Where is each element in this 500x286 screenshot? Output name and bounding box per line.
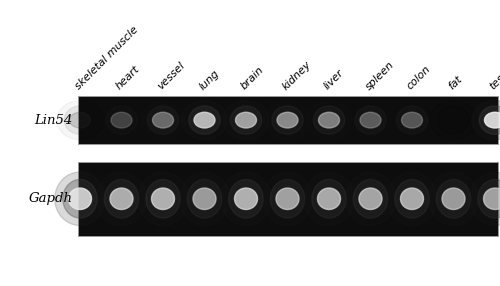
Ellipse shape (400, 188, 423, 209)
Text: kidney: kidney (280, 59, 313, 92)
Ellipse shape (220, 172, 272, 226)
Ellipse shape (360, 112, 381, 128)
Text: liver: liver (322, 68, 345, 92)
Ellipse shape (313, 106, 345, 134)
Ellipse shape (146, 180, 180, 218)
Ellipse shape (140, 100, 186, 140)
Ellipse shape (152, 188, 174, 209)
Ellipse shape (262, 172, 313, 226)
Text: Gapdh: Gapdh (28, 192, 72, 205)
FancyBboxPatch shape (78, 162, 498, 236)
Ellipse shape (234, 188, 258, 209)
Text: colon: colon (405, 64, 432, 92)
Ellipse shape (147, 106, 178, 134)
Ellipse shape (111, 112, 132, 128)
Ellipse shape (230, 106, 262, 134)
Text: spleen: spleen (364, 59, 396, 92)
Ellipse shape (63, 180, 97, 218)
Ellipse shape (345, 172, 396, 226)
Ellipse shape (478, 180, 500, 218)
Ellipse shape (110, 188, 133, 209)
Ellipse shape (443, 112, 464, 128)
Ellipse shape (70, 112, 90, 128)
Ellipse shape (106, 106, 137, 134)
Ellipse shape (396, 106, 428, 134)
Text: skeletal muscle: skeletal muscle (73, 25, 140, 92)
Ellipse shape (236, 112, 256, 128)
Ellipse shape (389, 100, 435, 140)
Ellipse shape (64, 106, 96, 134)
Ellipse shape (96, 172, 147, 226)
Ellipse shape (348, 100, 394, 140)
Ellipse shape (304, 172, 354, 226)
Ellipse shape (276, 188, 299, 209)
Text: brain: brain (239, 65, 266, 92)
Text: fat: fat (446, 74, 464, 92)
Text: vessel: vessel (156, 60, 187, 92)
Text: heart: heart (114, 64, 142, 92)
Ellipse shape (187, 180, 222, 218)
Ellipse shape (223, 100, 269, 140)
Ellipse shape (472, 100, 500, 140)
Ellipse shape (479, 106, 500, 134)
Ellipse shape (436, 180, 470, 218)
Ellipse shape (428, 172, 479, 226)
Ellipse shape (229, 180, 263, 218)
Ellipse shape (193, 188, 216, 209)
Ellipse shape (318, 112, 340, 128)
Ellipse shape (484, 188, 500, 209)
Ellipse shape (264, 100, 310, 140)
Ellipse shape (359, 188, 382, 209)
Ellipse shape (68, 188, 92, 209)
Ellipse shape (179, 172, 230, 226)
Ellipse shape (312, 180, 346, 218)
Ellipse shape (54, 172, 106, 226)
Ellipse shape (270, 180, 305, 218)
Ellipse shape (182, 100, 228, 140)
Ellipse shape (395, 180, 429, 218)
Ellipse shape (272, 106, 303, 134)
Ellipse shape (152, 112, 174, 128)
Ellipse shape (138, 172, 188, 226)
Ellipse shape (189, 106, 220, 134)
Ellipse shape (277, 112, 298, 128)
Ellipse shape (98, 100, 144, 140)
Ellipse shape (386, 172, 438, 226)
Ellipse shape (104, 180, 139, 218)
Ellipse shape (484, 112, 500, 128)
FancyBboxPatch shape (78, 96, 498, 144)
Ellipse shape (306, 100, 352, 140)
Ellipse shape (470, 172, 500, 226)
Ellipse shape (353, 180, 388, 218)
Text: testis: testis (488, 63, 500, 92)
Ellipse shape (355, 106, 386, 134)
Text: lung: lung (198, 68, 221, 92)
Text: Lin54: Lin54 (34, 114, 72, 127)
Ellipse shape (442, 188, 465, 209)
Ellipse shape (194, 112, 215, 128)
Ellipse shape (402, 112, 422, 128)
Ellipse shape (318, 188, 340, 209)
